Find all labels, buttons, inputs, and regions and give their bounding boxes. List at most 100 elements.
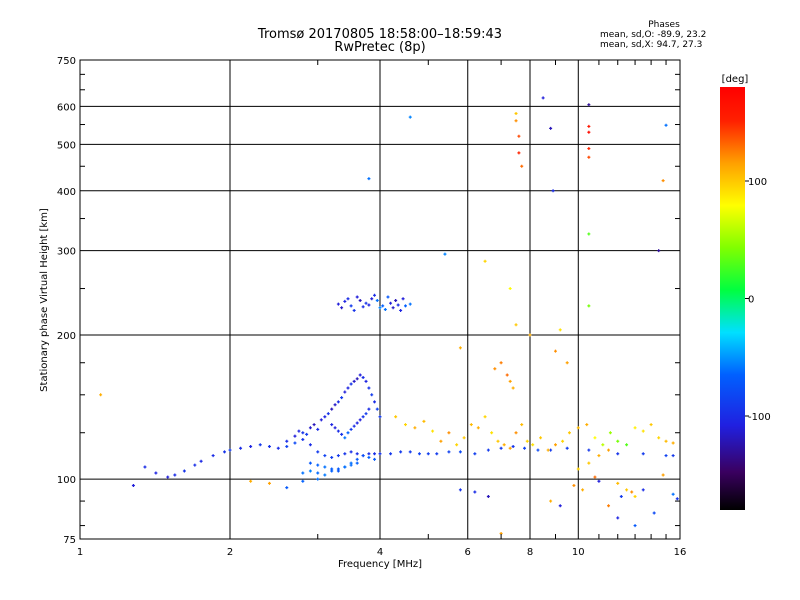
data-point — [558, 504, 562, 508]
data-point — [422, 419, 426, 423]
data-point — [396, 303, 400, 307]
data-point — [671, 454, 675, 458]
data-point — [649, 423, 653, 427]
data-point — [378, 415, 382, 419]
data-point — [367, 455, 371, 459]
data-point — [316, 471, 320, 475]
data-point — [567, 431, 571, 435]
data-point — [358, 418, 362, 422]
data-point — [447, 450, 451, 454]
axis-ticks: 1 2 4 6 8 10 16 75 100 200 300 400 500 600 750 — [57, 56, 686, 558]
data-point — [616, 481, 620, 485]
data-point — [549, 499, 553, 503]
data-point — [399, 450, 403, 454]
data-point — [378, 306, 382, 310]
data-point — [514, 111, 518, 115]
data-point — [576, 426, 580, 430]
data-point — [625, 443, 629, 447]
data-point — [625, 488, 629, 492]
data-point — [458, 488, 462, 492]
data-point — [228, 448, 232, 452]
data-point — [671, 492, 675, 496]
data-point — [616, 452, 620, 456]
data-point — [597, 479, 601, 483]
data-point — [326, 412, 330, 416]
data-point — [308, 443, 312, 447]
data-point — [367, 303, 371, 307]
data-point — [661, 473, 665, 477]
data-point — [319, 418, 323, 422]
y-tick-label: 400 — [57, 187, 76, 198]
data-point — [349, 382, 353, 386]
data-point — [587, 130, 591, 134]
y-tick-label: 750 — [57, 56, 76, 67]
data-point — [355, 295, 359, 299]
data-points — [99, 96, 679, 536]
data-point — [355, 452, 359, 456]
data-point — [355, 377, 359, 381]
data-point — [520, 423, 524, 427]
x-tick-label: 10 — [572, 547, 585, 558]
data-point — [301, 471, 305, 475]
data-point — [431, 429, 435, 433]
data-point — [473, 452, 477, 456]
data-point — [496, 439, 500, 443]
data-point — [561, 439, 565, 443]
data-point — [601, 443, 605, 447]
data-point — [657, 249, 661, 253]
data-point — [587, 448, 591, 452]
data-point — [476, 426, 480, 430]
data-point — [312, 423, 316, 427]
data-point — [502, 443, 506, 447]
data-point — [352, 308, 356, 312]
colorbar — [720, 87, 745, 510]
data-point — [426, 452, 430, 456]
data-point — [199, 459, 203, 463]
data-point — [364, 301, 368, 305]
data-point — [616, 516, 620, 520]
data-point — [473, 490, 477, 494]
y-tick-label: 100 — [57, 475, 76, 486]
data-point — [439, 439, 443, 443]
chart-subtitle: RwPretec (8p) — [334, 40, 426, 55]
data-point — [565, 361, 569, 365]
data-point — [340, 306, 344, 310]
data-point — [553, 349, 557, 353]
data-point — [336, 302, 340, 306]
data-point — [375, 407, 379, 411]
data-point — [572, 483, 576, 487]
data-point — [193, 463, 197, 467]
data-point — [361, 415, 365, 419]
data-point — [349, 304, 353, 308]
data-point — [285, 486, 289, 490]
data-point — [305, 432, 309, 436]
data-point — [358, 373, 362, 377]
data-point — [486, 448, 490, 452]
data-point — [633, 524, 637, 528]
data-point — [349, 427, 353, 431]
data-point — [517, 134, 521, 138]
data-point — [316, 477, 320, 481]
data-point — [373, 457, 377, 461]
data-point — [401, 297, 405, 301]
x-tick-label: 4 — [377, 547, 383, 558]
data-point — [558, 328, 562, 332]
data-point — [619, 495, 623, 498]
data-point — [370, 393, 374, 397]
x-tick-label: 16 — [674, 547, 687, 558]
data-point — [340, 432, 344, 436]
data-point — [469, 423, 473, 427]
data-point — [258, 443, 262, 447]
data-point — [581, 488, 585, 492]
data-point — [323, 465, 327, 469]
data-point — [585, 423, 589, 427]
data-point — [373, 400, 377, 404]
data-point — [514, 119, 518, 123]
x-axis-label: Frequency [MHz] — [338, 559, 422, 570]
data-point — [375, 299, 379, 303]
data-point — [389, 301, 393, 305]
data-point — [576, 467, 580, 471]
data-point — [607, 448, 611, 452]
colorbar-tick-label: 100 — [748, 177, 767, 188]
